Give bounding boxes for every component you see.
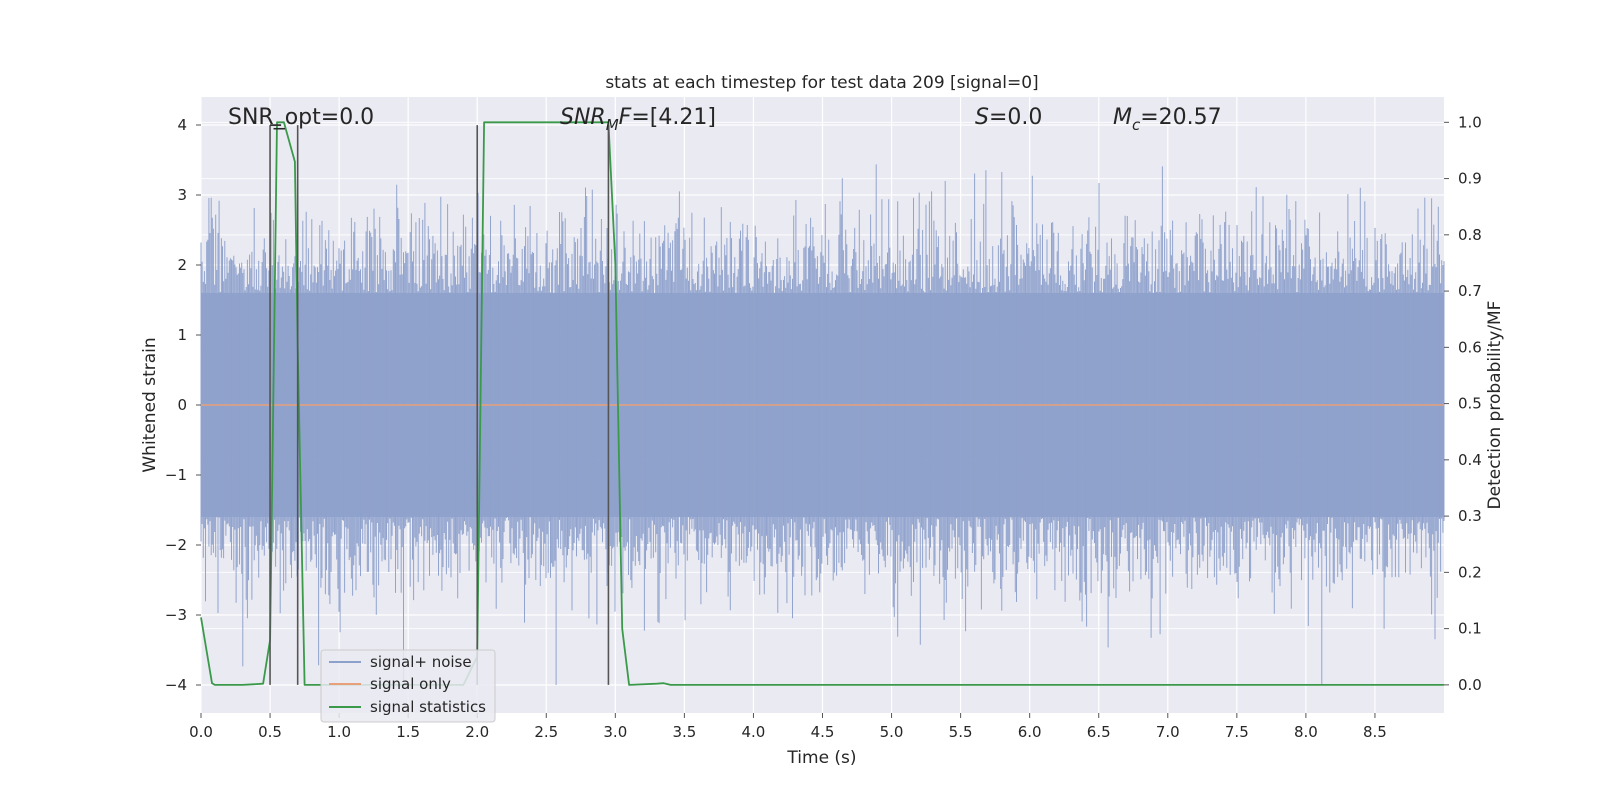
- x-tick-label: 0.5: [258, 723, 282, 741]
- x-tick-label: 4.0: [742, 723, 766, 741]
- y-right-tick-label: 0.7: [1458, 282, 1482, 300]
- x-tick-label: 7.5: [1225, 723, 1249, 741]
- y-right-tick-label: 0.4: [1458, 451, 1482, 469]
- y-tick-label: −4: [165, 676, 187, 694]
- y-right-tick-label: 1.0: [1458, 113, 1482, 131]
- y-tick-label: 2: [177, 256, 187, 274]
- mc-annotation: Mc=20.57: [1113, 105, 1222, 134]
- x-tick-label: 1.5: [396, 723, 420, 741]
- y-tick-label: −1: [165, 466, 187, 484]
- x-tick-label: 4.5: [811, 723, 835, 741]
- s-annotation: S=0.0: [975, 105, 1042, 130]
- s-value: =0.0: [989, 105, 1042, 130]
- y-right-tick-label: 0.5: [1458, 395, 1482, 413]
- legend: signal+ noise signal only signal statist…: [320, 649, 496, 723]
- x-tick-label: 3.5: [672, 723, 696, 741]
- mc-subscript: c: [1132, 116, 1141, 134]
- y-tick-label: 3: [177, 186, 187, 204]
- vertical-markers: [269, 124, 610, 685]
- x-tick-label: 6.0: [1018, 723, 1042, 741]
- x-axis-label: Time (s): [786, 748, 856, 768]
- y-axis-right-label: Detection probability/MF: [1485, 301, 1505, 510]
- y-right-tick-label: 0.6: [1458, 338, 1482, 356]
- y-right-tick-label: 0.0: [1458, 676, 1482, 694]
- x-tick-label: 8.0: [1294, 723, 1318, 741]
- x-tick-label: 3.0: [603, 723, 627, 741]
- x-tick-label: 1.0: [327, 723, 351, 741]
- legend-box: [320, 649, 496, 723]
- y-right-tick-label: 0.8: [1458, 226, 1482, 244]
- s-symbol: S: [975, 105, 989, 130]
- x-tick-label: 2.0: [465, 723, 489, 741]
- x-tick-label: 5.0: [880, 723, 904, 741]
- y-right-tick-label: 0.3: [1458, 507, 1482, 525]
- tick-labels: 0.0 0.5 1.0 1.5 2.0 2.5 3.0 3.5 4.0 4.5 5.0 5.5 6.0 6…: [165, 113, 1482, 741]
- y-tick-label: 4: [177, 116, 187, 134]
- snr-mf-subscript: M: [606, 116, 619, 134]
- y-right-tick-label: 0.9: [1458, 170, 1482, 188]
- legend-label-signal-noise: signal+ noise: [370, 653, 472, 671]
- y-tick-label: −2: [165, 536, 187, 554]
- x-tick-label: 7.0: [1156, 723, 1180, 741]
- y-tick-label: 1: [177, 326, 187, 344]
- x-tick-label: 8.5: [1363, 723, 1387, 741]
- snr-mf-value: =[4.21]: [631, 105, 716, 130]
- y-tick-label: 0: [177, 396, 187, 414]
- x-tick-label: 0.0: [189, 723, 213, 741]
- mc-symbol: M: [1113, 105, 1132, 130]
- chart-title: stats at each timestep for test data 209…: [605, 73, 1038, 93]
- y-right-tick-label: 0.2: [1458, 563, 1482, 581]
- snr-mf-f: F: [619, 105, 632, 130]
- y-axis-label: Whitened strain: [140, 337, 160, 472]
- x-tick-label: 5.5: [949, 723, 973, 741]
- y-tick-label: −3: [165, 606, 187, 624]
- snr-opt-annotation: SNR_opt=0.0: [228, 105, 374, 130]
- mc-value: =20.57: [1140, 105, 1221, 130]
- snr-mf-annotation: SNRMF=[4.21]: [560, 105, 716, 134]
- x-tick-label: 2.5: [534, 723, 558, 741]
- legend-label-signal-only: signal only: [370, 675, 451, 693]
- y-right-tick-label: 0.1: [1458, 620, 1482, 638]
- x-tick-label: 6.5: [1087, 723, 1111, 741]
- legend-label-signal-statistics: signal statistics: [370, 698, 486, 716]
- snr-mf-symbol: SNR: [560, 105, 606, 130]
